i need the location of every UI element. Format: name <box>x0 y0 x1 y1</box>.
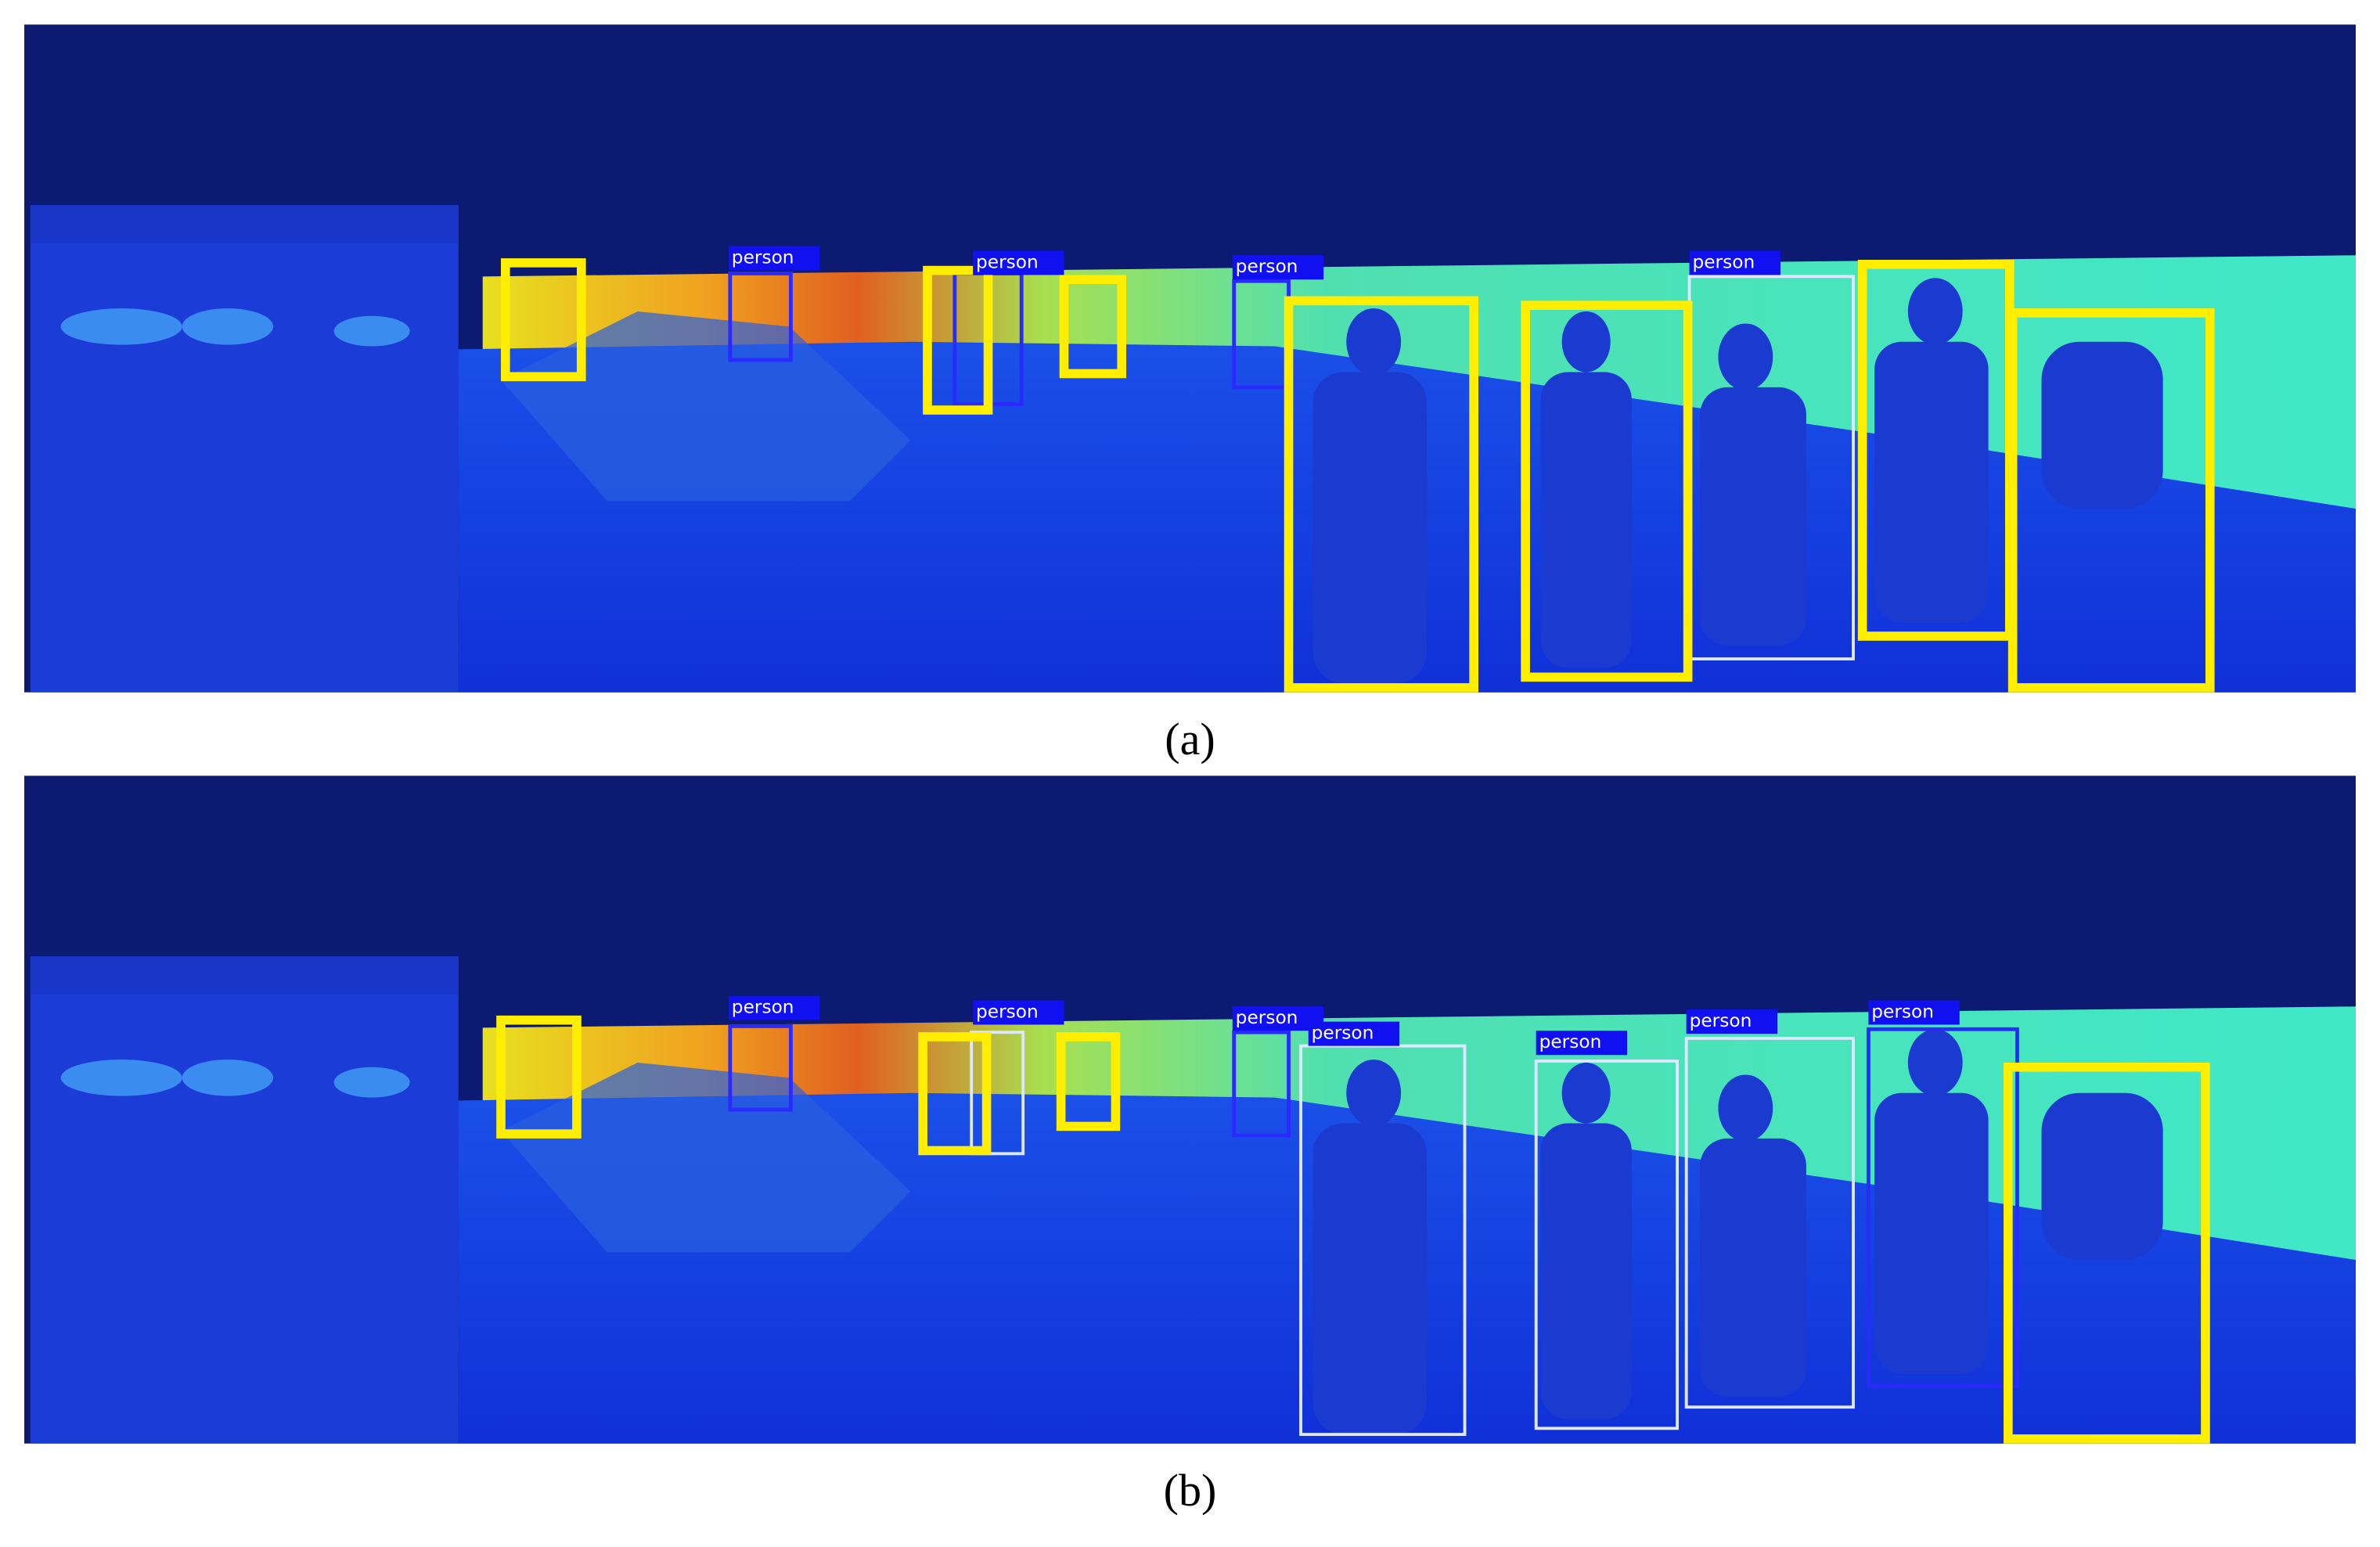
caption: (a) <box>1165 714 1215 765</box>
detection-label: person <box>1871 1001 1934 1022</box>
label-background <box>728 246 820 271</box>
detection-label: person <box>1539 1031 1602 1052</box>
label-background <box>973 1000 1064 1025</box>
caption: (b) <box>1164 1465 1217 1516</box>
detection-label: person <box>976 1001 1039 1022</box>
detection-label: person <box>1236 256 1298 277</box>
label-background <box>1536 1031 1628 1056</box>
detection-label: person <box>1312 1023 1374 1044</box>
label-background <box>1232 255 1324 280</box>
label-background <box>1308 1021 1400 1046</box>
detection-label: person <box>732 247 794 268</box>
label-background <box>1232 1006 1324 1031</box>
boxes-a <box>501 258 2215 693</box>
detection-label: person <box>732 997 794 1018</box>
label-background <box>1868 1000 1960 1025</box>
detection-label: person <box>1690 1010 1752 1031</box>
label-background <box>973 250 1064 275</box>
detection-label: person <box>1236 1007 1298 1028</box>
detection-label: person <box>1692 251 1755 272</box>
detection-label: person <box>976 251 1039 272</box>
boxes-b <box>496 1015 2210 1444</box>
label-background <box>728 995 820 1020</box>
label-background <box>1689 250 1780 275</box>
label-background <box>1686 1009 1778 1034</box>
